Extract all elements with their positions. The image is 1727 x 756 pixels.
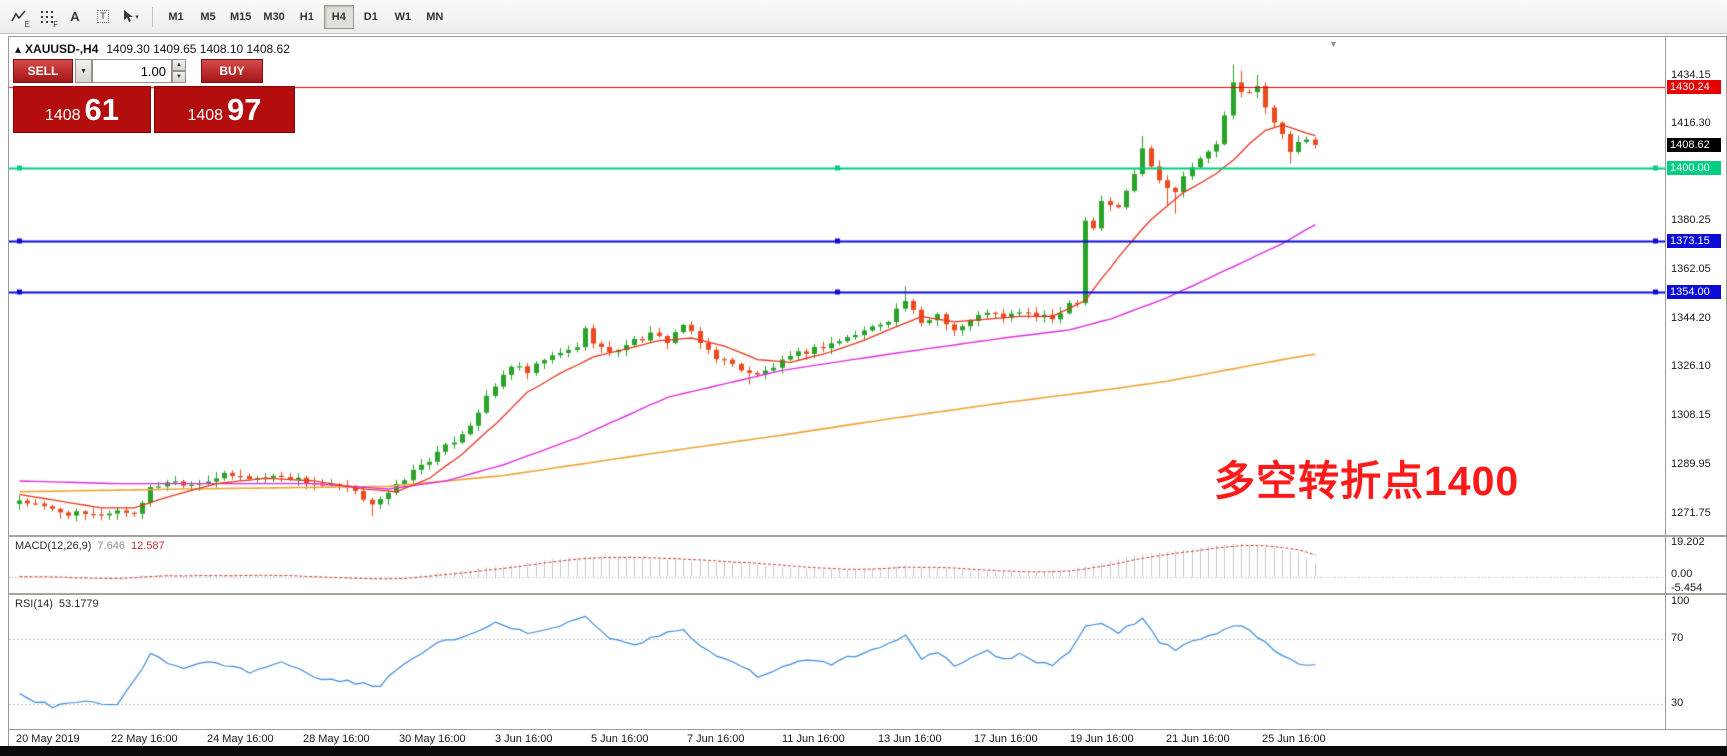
price-tick-label: 1344.20 <box>1671 312 1711 324</box>
time-axis-label: 17 Jun 16:00 <box>974 733 1038 745</box>
rsi-label: RSI(14) 53.1779 <box>15 598 99 610</box>
chart-objects-icon[interactable]: E <box>6 5 32 29</box>
time-axis-label: 19 Jun 16:00 <box>1070 733 1134 745</box>
indicator-grid-icon-sub: F <box>53 19 58 29</box>
timeframe-mn[interactable]: MN <box>420 5 450 29</box>
rsi-scale-label: 100 <box>1671 595 1690 607</box>
macd-label: MACD(12,26,9) 7.646 12.587 <box>15 540 165 552</box>
rsi-scale-label: 30 <box>1671 697 1684 709</box>
price-level-tag: 1408.62 <box>1667 138 1721 152</box>
time-axis[interactable]: 20 May 2019 22 May 16:00 24 May 16:00 28 Ma… <box>9 729 1726 747</box>
chart-shift-icon: ▼ <box>1329 39 1338 49</box>
chart-window[interactable]: ▴ XAUUSD-,H4 1409.30 1409.65 1408.10 1408.… <box>8 36 1727 747</box>
price-level-tag: 1354.00 <box>1667 285 1721 299</box>
timeframe-m1[interactable]: M1 <box>161 5 191 29</box>
price-tick-label: 1271.75 <box>1671 507 1711 519</box>
cursor-tool-icon[interactable]: ▾ <box>118 5 144 29</box>
buy-button[interactable]: BUY <box>201 59 263 83</box>
timeframe-m30[interactable]: M30 <box>258 5 289 29</box>
ohlc-values: 1409.30 1409.65 1408.10 1408.62 <box>106 42 290 56</box>
time-axis-label: 7 Jun 16:00 <box>687 733 745 745</box>
timeframe-buttons: M1 M5 M15 M30 H1 H4 D1 W1 MN <box>161 4 450 29</box>
macd-scale-label: -5.454 <box>1671 582 1703 594</box>
price-tick-label: 1289.95 <box>1671 458 1711 470</box>
volume-input[interactable] <box>92 59 172 83</box>
caret-down-icon: ▾ <box>135 13 139 21</box>
time-axis-label: 24 May 16:00 <box>207 733 274 745</box>
sell-price-pips: 61 <box>84 92 120 127</box>
volume-increase-button[interactable]: ▲ <box>172 59 186 71</box>
price-tick-label: 1416.30 <box>1671 117 1711 129</box>
macd-name: MACD(12,26,9) <box>15 540 92 552</box>
symbol-period-label: XAUUSD-,H4 <box>25 42 99 56</box>
panel-splitter-macd[interactable] <box>9 535 1726 537</box>
macd-scale-label: 0.00 <box>1671 568 1693 580</box>
price-tick-label: 1434.15 <box>1671 69 1711 81</box>
volume-dropdown-button[interactable]: ▼ <box>75 59 92 83</box>
chart-objects-icon-sub: E <box>24 19 30 29</box>
volume-stepper: ▲ ▼ <box>172 59 186 83</box>
buy-price-main: 1408 <box>187 107 224 124</box>
price-level-tag: 1430.24 <box>1667 80 1721 94</box>
buy-price-display[interactable]: 1408 97 <box>154 86 295 133</box>
buy-price-pips: 97 <box>227 92 262 127</box>
timeframe-m15[interactable]: M15 <box>225 5 256 29</box>
toolbar: E F A T ▾ M1 M5 M15 M30 H1 H4 D1 W1 MN <box>0 0 1727 34</box>
rsi-name: RSI(14) <box>15 598 53 610</box>
sell-price-main: 1408 <box>44 107 81 124</box>
sell-price-display[interactable]: 1408 61 <box>13 86 151 133</box>
chart-annotation-text: 多空转折点1400 <box>1214 458 1520 504</box>
price-level-tag: 1373.15 <box>1667 234 1721 248</box>
text-label-icon[interactable]: T <box>90 5 116 29</box>
macd-signal-value: 12.587 <box>130 540 165 552</box>
letter-glyph: A <box>70 9 80 24</box>
time-axis-label: 28 May 16:00 <box>303 733 370 745</box>
bottom-taskbar-strip <box>0 746 1727 756</box>
time-axis-label: 3 Jun 16:00 <box>495 733 553 745</box>
macd-scale-label: 19.202 <box>1671 536 1705 548</box>
time-axis-label: 5 Jun 16:00 <box>591 733 649 745</box>
window-marker-icon: ▴ <box>15 42 22 56</box>
indicator-grid-icon[interactable]: F <box>34 5 60 29</box>
time-axis-label: 25 Jun 16:00 <box>1262 733 1326 745</box>
macd-panel-canvas[interactable] <box>9 537 1665 593</box>
macd-main-value: 7.646 <box>97 540 125 552</box>
toolbar-icons: E F A T ▾ <box>6 5 144 29</box>
time-axis-label: 30 May 16:00 <box>399 733 466 745</box>
timeframe-h1[interactable]: H1 <box>292 5 322 29</box>
timeframe-d1[interactable]: D1 <box>356 5 386 29</box>
price-level-tag: 1400.00 <box>1667 161 1721 175</box>
boxed-letter-glyph: T <box>97 10 109 23</box>
rsi-value: 53.1779 <box>58 598 99 610</box>
price-tick-label: 1380.25 <box>1671 214 1711 226</box>
price-tick-label: 1362.05 <box>1671 263 1711 275</box>
time-axis-label: 21 Jun 16:00 <box>1166 733 1230 745</box>
one-click-trading-panel: SELL ▼ ▲ ▼ BUY 1408 61 1408 97 <box>13 59 295 133</box>
rsi-scale-label: 70 <box>1671 632 1684 644</box>
timeframe-m5[interactable]: M5 <box>193 5 223 29</box>
time-axis-label: 11 Jun 16:00 <box>782 733 845 745</box>
price-tick-label: 1308.15 <box>1671 409 1711 421</box>
time-axis-label: 22 May 16:00 <box>111 733 178 745</box>
panel-splitter-rsi[interactable] <box>9 593 1726 595</box>
time-axis-label: 20 May 2019 <box>16 733 80 745</box>
chart-title: ▴ XAUUSD-,H4 1409.30 1409.65 1408.10 1408.… <box>15 42 290 56</box>
toolbar-separator <box>152 6 153 27</box>
timeframe-w1[interactable]: W1 <box>388 5 418 29</box>
volume-decrease-button[interactable]: ▼ <box>172 71 186 83</box>
timeframe-h4[interactable]: H4 <box>323 4 354 29</box>
price-tick-label: 1326.10 <box>1671 360 1711 372</box>
sell-button[interactable]: SELL <box>13 59 73 83</box>
time-axis-label: 13 Jun 16:00 <box>878 733 942 745</box>
text-annotation-icon[interactable]: A <box>62 5 88 29</box>
price-axis[interactable]: 1434.15 1416.30 1380.25 1362.05 1344.20 1326.… <box>1665 37 1727 729</box>
rsi-panel-canvas[interactable] <box>9 595 1665 729</box>
